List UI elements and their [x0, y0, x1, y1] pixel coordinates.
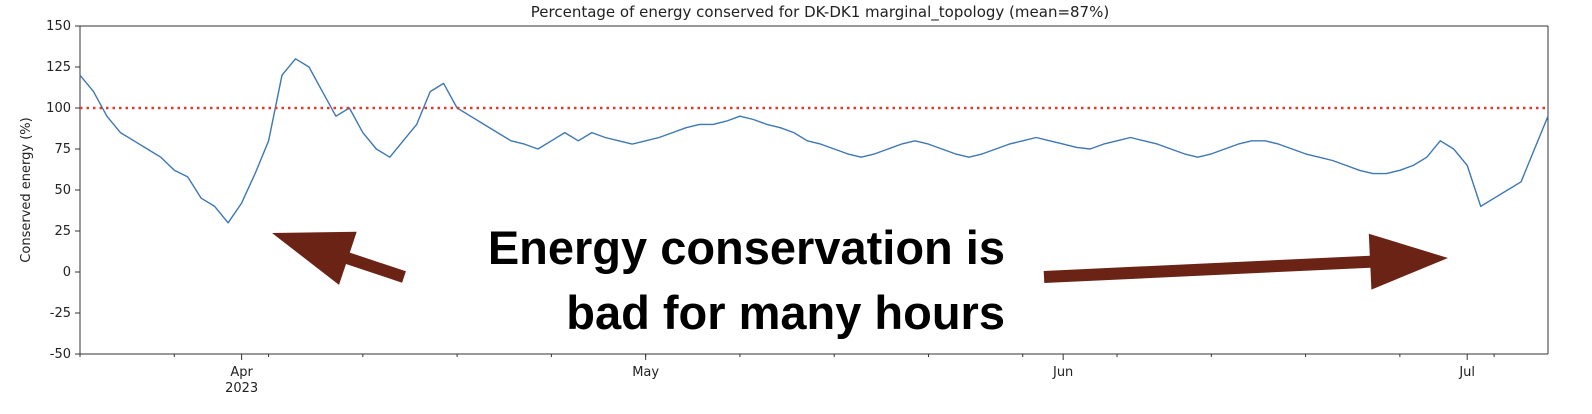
right-arrow	[1043, 233, 1448, 290]
y-tick-label: 50	[54, 183, 71, 198]
y-tick-label: 150	[46, 19, 71, 34]
y-tick-label: 75	[54, 142, 71, 157]
chart-title: Percentage of energy conserved for DK-DK…	[531, 3, 1109, 22]
x-tick-label: Apr	[230, 365, 253, 380]
y-tick-label: 0	[63, 265, 71, 280]
x-tick-sublabel: 2023	[225, 381, 258, 396]
annotation-line-1: Energy conservation is	[488, 221, 1005, 274]
x-tick-label: Jul	[1458, 365, 1475, 380]
y-tick-label: 125	[46, 60, 71, 75]
data-series-line	[79, 58, 1549, 224]
y-tick-label: -50	[50, 347, 71, 362]
x-tick-label: May	[632, 365, 659, 380]
left-arrow	[272, 231, 406, 285]
annotation: Energy conservation is bad for many hour…	[272, 221, 1448, 339]
annotation-line-2: bad for many hours	[566, 286, 1005, 339]
y-tick-label: 25	[54, 224, 71, 239]
y-tick-label: -25	[50, 306, 71, 321]
y-axis-label: Conserved energy (%)	[19, 117, 34, 262]
x-tick-label: Jun	[1052, 365, 1073, 380]
y-tick-label: 100	[46, 101, 71, 116]
